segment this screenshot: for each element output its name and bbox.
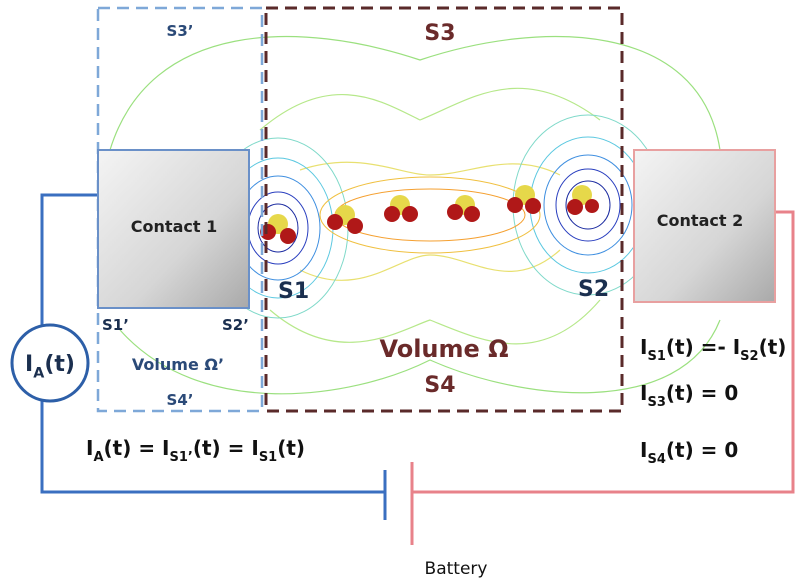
label: S3 (424, 21, 455, 46)
equation-part: A (93, 450, 103, 465)
label: Battery (425, 559, 488, 579)
volume-box (264, 6, 624, 413)
label: S4 (424, 373, 455, 398)
equation-part: I (640, 335, 647, 359)
equation: IA(t) (25, 352, 75, 382)
equation-part: (t) (277, 436, 305, 460)
equation-part: A (33, 366, 44, 382)
equation-part: (t) = I (193, 436, 259, 460)
blue-wire (40, 193, 385, 494)
molecules (260, 185, 599, 244)
contact-box (97, 149, 250, 309)
equation: IS4(t) = 0 (640, 438, 738, 467)
label: Volume Ω’ (132, 355, 224, 374)
equation-part: S3 (647, 395, 665, 410)
label: Volume Ω (379, 335, 508, 363)
red-wire (412, 210, 795, 494)
field-contours (109, 36, 721, 395)
equation-part: I (86, 436, 93, 460)
equation: IA(t) = IS1’(t) = IS1(t) (86, 436, 305, 465)
equation-part: S1 (259, 450, 277, 465)
equation-part: (t) (759, 335, 787, 359)
equation-part: S1 (647, 349, 665, 364)
equation-part: I (640, 438, 647, 462)
label: Contact 2 (657, 211, 743, 230)
label: S4’ (167, 391, 194, 409)
equation: IS3(t) = 0 (640, 381, 738, 410)
equation-part: I (25, 352, 33, 377)
label: Contact 1 (131, 217, 217, 236)
equation-part: (t) = 0 (666, 438, 738, 462)
label: S1 (278, 279, 309, 304)
equation-part: (t) =- I (666, 335, 740, 359)
equation-part: (t) (44, 352, 75, 377)
label: S2’ (222, 316, 249, 334)
contact-box (633, 149, 776, 303)
label: S3’ (167, 22, 194, 40)
label: S1’ (102, 316, 129, 334)
equation: IS1(t) =- IS2(t) (640, 335, 786, 364)
equation-part: S4 (647, 452, 665, 467)
label: S2 (578, 277, 609, 302)
equation-part: S1’ (169, 450, 192, 465)
current-meter (10, 323, 90, 403)
equation-part: I (640, 381, 647, 405)
equation-part: (t) = I (104, 436, 170, 460)
equation-part: S2 (740, 349, 758, 364)
equation-part: (t) = 0 (666, 381, 738, 405)
